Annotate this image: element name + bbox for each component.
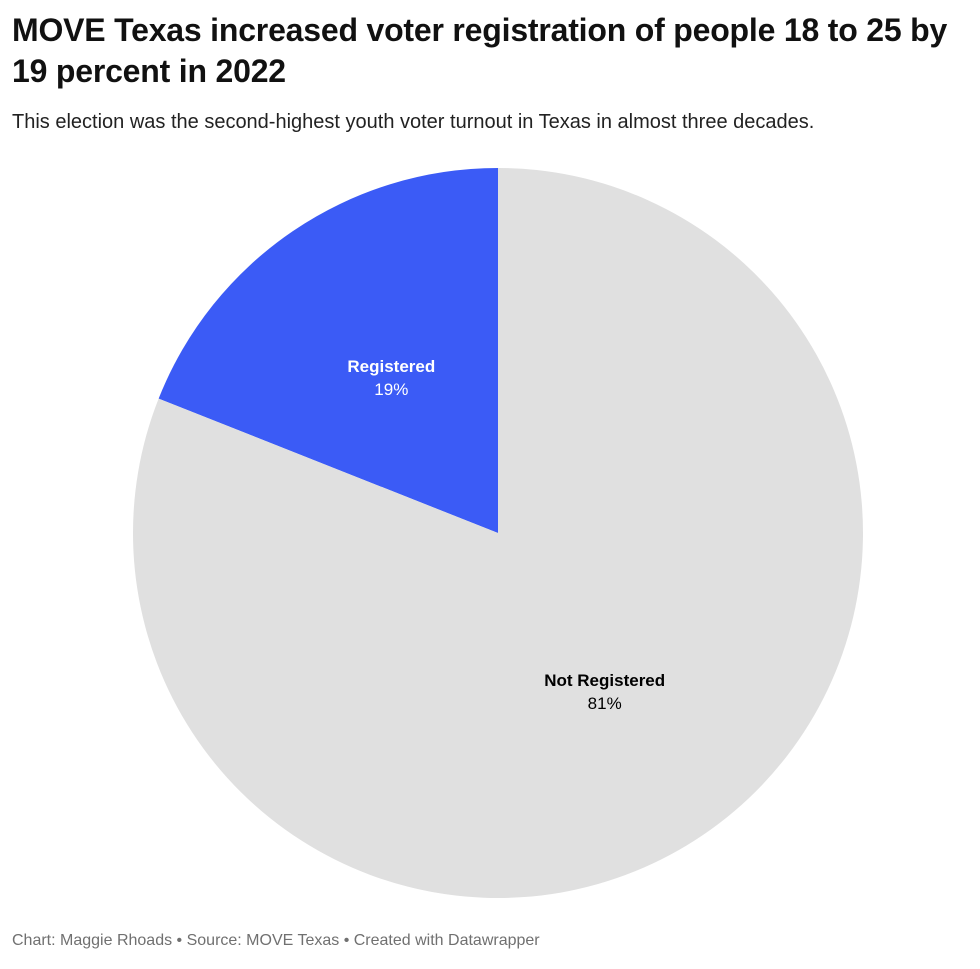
slice-label-value: 81%: [588, 694, 622, 713]
slice-label-name: Not Registered: [544, 671, 665, 690]
pie-slice-not-registered: [132, 168, 863, 898]
pie-labels: Registered 19% Not Registered 81%: [347, 357, 665, 713]
footer-chart-credit: Chart: Maggie Rhoads: [12, 932, 173, 949]
slice-label-value: 19%: [374, 380, 408, 399]
chart-title: MOVE Texas increased voter registration …: [12, 12, 948, 89]
pie-slices: [132, 168, 863, 898]
footer-created-with: Created with Datawrapper: [353, 932, 540, 949]
footer-separator: •: [339, 932, 354, 949]
footer-separator: •: [172, 932, 187, 949]
chart-footer: Chart: Maggie Rhoads • Source: MOVE Texa…: [12, 931, 540, 951]
pie-slice-registered: [158, 168, 498, 533]
chart-subtitle: This election was the second-highest you…: [12, 111, 815, 133]
slice-label-name: Registered: [347, 357, 435, 376]
footer-source: Source: MOVE Texas: [186, 932, 340, 949]
